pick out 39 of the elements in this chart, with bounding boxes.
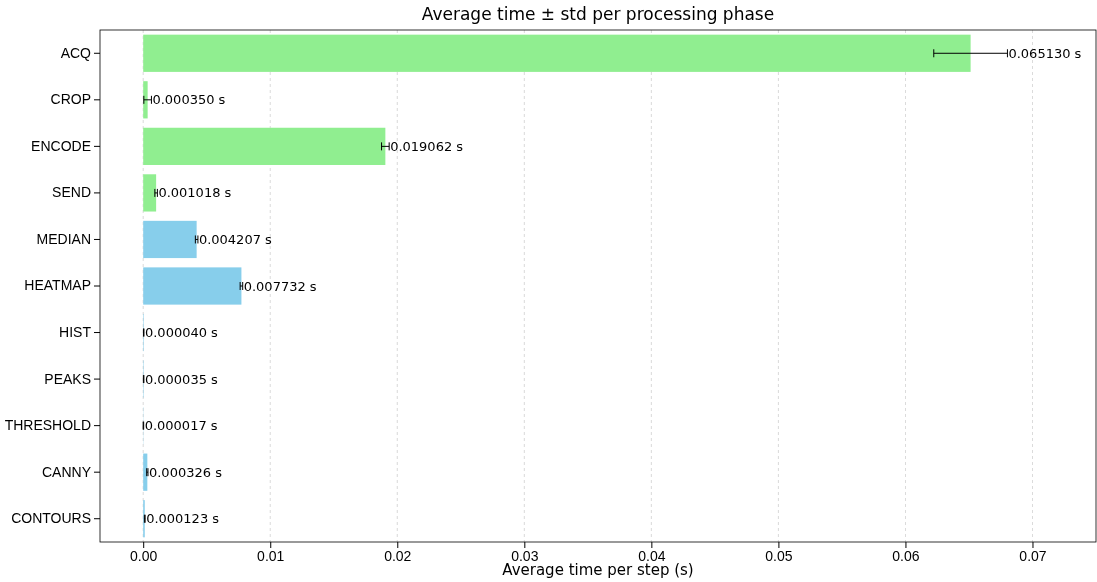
data-label: 0.000123 s (146, 511, 220, 527)
y-tick-label: SEND (52, 184, 91, 201)
data-label: 0.019062 s (390, 138, 464, 154)
bar (143, 127, 386, 165)
y-tick-label: THRESHOLD (4, 417, 91, 434)
data-label: 0.001018 s (158, 185, 232, 201)
x-tick-label: 0.06 (892, 547, 920, 564)
x-tick-label: 0.07 (1019, 547, 1047, 564)
bar (143, 34, 971, 72)
bar (143, 267, 242, 305)
chart-title: Average time ± std per processing phase (421, 4, 775, 24)
x-tick-label: 0.01 (257, 547, 285, 564)
data-label: 0.000040 s (144, 325, 219, 341)
data-label: 0.000350 s (152, 92, 226, 108)
y-tick-label: ACQ (60, 44, 92, 61)
data-label: 0.007732 s (243, 278, 317, 294)
data-label: 0.065130 s (1008, 45, 1082, 61)
x-tick-label: 0.05 (765, 547, 793, 564)
data-label: 0.000017 s (144, 418, 218, 434)
data-label: 0.004207 s (198, 232, 273, 247)
x-tick-label: 0.02 (384, 547, 412, 564)
y-tick-label: PEAKS (44, 370, 91, 387)
bar (143, 453, 148, 491)
y-tick-label: CONTOURS (11, 510, 91, 527)
y-tick-label: ENCODE (31, 137, 91, 154)
y-tick-label: HIST (59, 324, 92, 341)
y-tick-label: CROP (50, 91, 91, 108)
y-tick-label: CANNY (41, 463, 92, 480)
y-tick-label: HEATMAP (24, 277, 91, 294)
bar (143, 220, 197, 259)
bar (143, 174, 157, 212)
x-tick-label: 0.00 (130, 547, 158, 564)
data-label: 0.000326 s (148, 464, 223, 480)
y-tick-label: MEDIAN (36, 230, 91, 247)
data-label: 0.000035 s (144, 371, 219, 387)
x-axis-title: Average time per step (s) (502, 561, 694, 579)
x-tick-label: 0.04 (638, 547, 666, 564)
bar (143, 81, 148, 119)
x-tick-label: 0.03 (511, 547, 539, 564)
